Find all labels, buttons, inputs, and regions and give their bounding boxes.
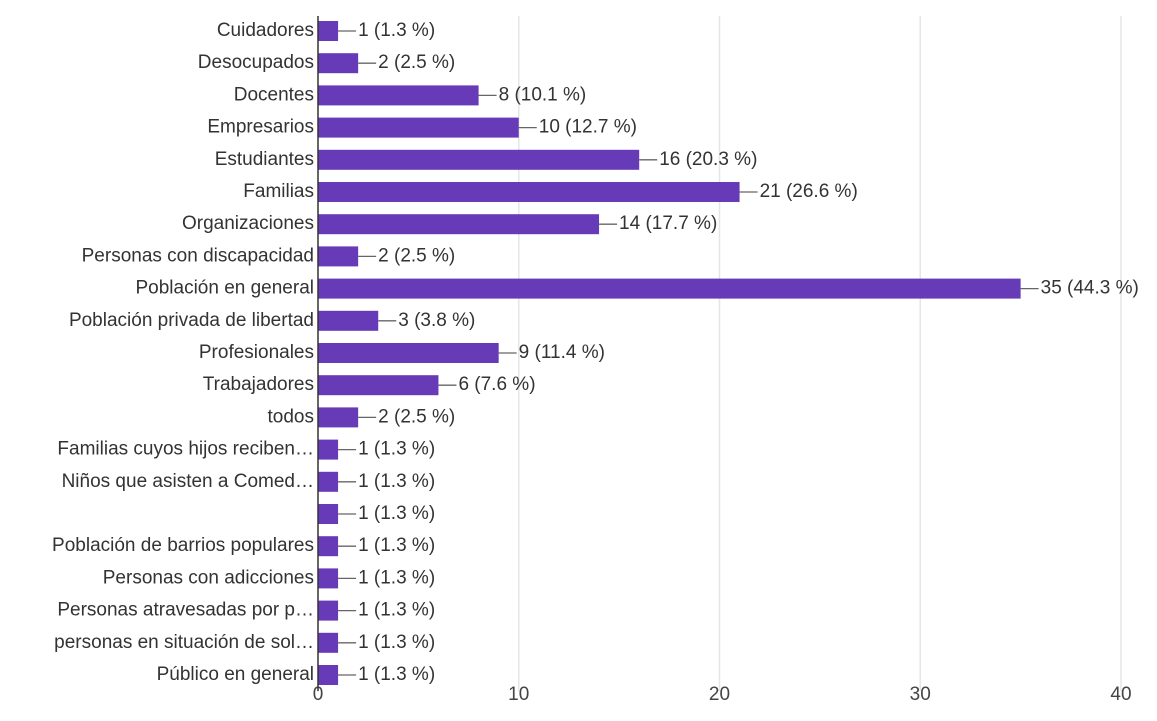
bar	[318, 85, 479, 106]
data-label: 1 (1.3 %)	[358, 567, 435, 588]
category-label: Público en general	[157, 664, 314, 685]
x-tick-label: 10	[508, 684, 529, 705]
category-label: Organizaciones	[182, 213, 314, 234]
bar	[318, 278, 1021, 299]
data-label: 1 (1.3 %)	[358, 632, 435, 653]
data-label: 35 (44.3 %)	[1041, 278, 1139, 299]
bars	[318, 21, 1021, 685]
data-label: 6 (7.6 %)	[458, 374, 535, 395]
bar	[318, 504, 339, 524]
data-label: 1 (1.3 %)	[358, 439, 435, 460]
data-label: 9 (11.4 %)	[519, 342, 605, 363]
data-label: 21 (26.6 %)	[760, 181, 858, 202]
bar	[318, 568, 339, 589]
bar	[318, 407, 359, 428]
axes: 0 10 20 30 40	[313, 16, 1132, 705]
data-label: 3 (3.8 %)	[398, 310, 475, 331]
category-label: Familias cuyos hijos reciben…	[57, 439, 314, 460]
bar	[318, 117, 519, 138]
category-label: Desocupados	[198, 52, 314, 73]
category-label: Estudiantes	[215, 149, 314, 170]
bar	[318, 665, 339, 685]
data-label: 2 (2.5 %)	[378, 245, 455, 266]
category-label: Personas con discapacidad	[82, 245, 314, 266]
bar	[318, 182, 740, 202]
bar	[318, 53, 359, 74]
data-label: 1 (1.3 %)	[358, 503, 435, 524]
labels: 1 (1.3 %) Cuidadores 2 (2.5 %) Desocupados 8…	[52, 20, 1139, 685]
data-label: 1 (1.3 %)	[358, 535, 435, 556]
bar	[318, 471, 339, 492]
bar	[318, 214, 600, 235]
category-label: Población privada de libertad	[69, 310, 314, 331]
category-label: Trabajadores	[203, 374, 314, 395]
category-label: Niños que asisten a Comed…	[62, 471, 314, 492]
data-label: 10 (12.7 %)	[539, 117, 637, 138]
category-label: Familias	[243, 181, 314, 202]
data-label: 2 (2.5 %)	[378, 52, 455, 73]
category-label: personas en situación de sol…	[54, 632, 314, 653]
bar	[318, 536, 339, 557]
category-label: Docentes	[234, 84, 314, 105]
bar	[318, 310, 379, 331]
x-tick-label: 0	[313, 684, 324, 705]
bar	[318, 343, 499, 363]
category-label: Empresarios	[207, 117, 314, 138]
category-label: Población de barrios populares	[52, 535, 314, 556]
category-label: Personas atravesadas por p…	[57, 600, 314, 621]
data-label: 14 (17.7 %)	[619, 213, 717, 234]
category-label: Personas con adicciones	[103, 567, 314, 588]
bar	[318, 632, 339, 653]
data-label: 1 (1.3 %)	[358, 664, 435, 685]
bar	[318, 375, 439, 396]
x-tick-label: 40	[1110, 684, 1131, 705]
data-label: 2 (2.5 %)	[378, 406, 455, 427]
data-label: 1 (1.3 %)	[358, 471, 435, 492]
x-tick-label: 20	[709, 684, 730, 705]
bar	[318, 439, 339, 460]
category-label: Profesionales	[199, 342, 314, 363]
category-label: Cuidadores	[217, 20, 314, 41]
bar	[318, 246, 359, 267]
grid-lines	[518, 16, 1122, 692]
data-label: 8 (10.1 %)	[499, 84, 587, 105]
data-label: 1 (1.3 %)	[358, 600, 435, 621]
category-label: todos	[268, 406, 314, 427]
data-label: 16 (20.3 %)	[659, 149, 757, 170]
data-label: 1 (1.3 %)	[358, 20, 435, 41]
category-label: Población en general	[135, 278, 314, 299]
bar	[318, 600, 339, 621]
bar	[318, 149, 640, 170]
bar	[318, 21, 339, 41]
x-tick-label: 30	[910, 684, 931, 705]
